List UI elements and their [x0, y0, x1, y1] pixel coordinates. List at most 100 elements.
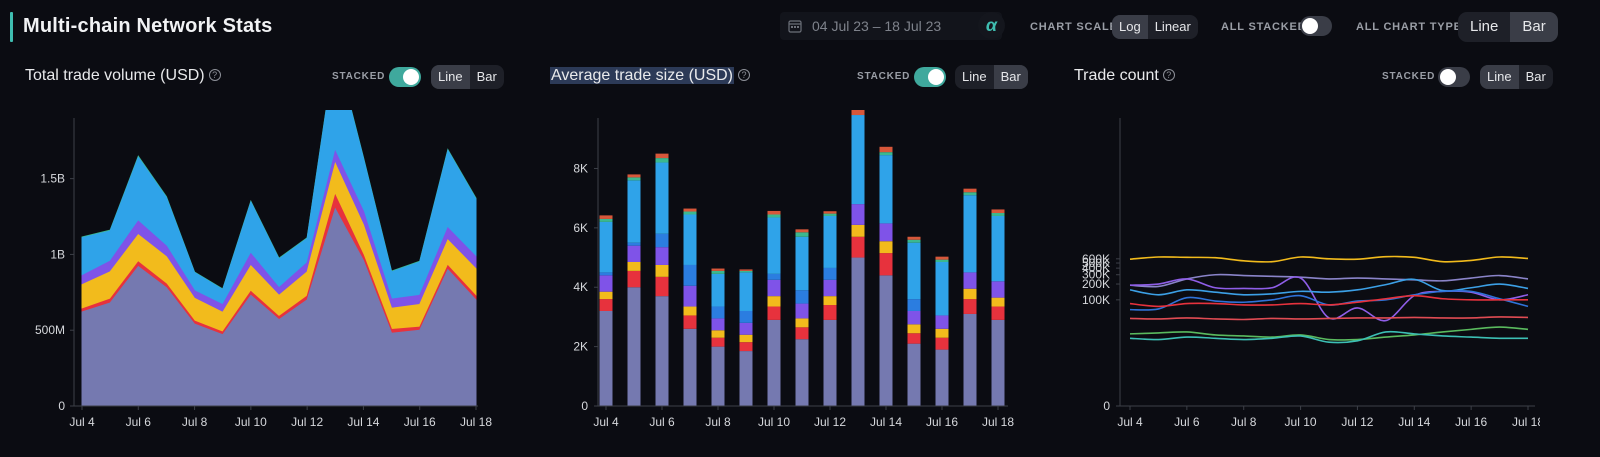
bar-segment[interactable]	[991, 215, 1005, 282]
line-series-0[interactable]	[1129, 255, 1529, 263]
bar-segment[interactable]	[627, 270, 641, 288]
bar-segment[interactable]	[851, 224, 865, 237]
bar-segment[interactable]	[823, 305, 837, 320]
bar-segment[interactable]	[739, 310, 753, 323]
bar-segment[interactable]	[795, 290, 809, 304]
bar-segment[interactable]	[963, 272, 977, 289]
bar-segment[interactable]	[851, 257, 865, 406]
bar-segment[interactable]	[935, 315, 949, 329]
bar-segment[interactable]	[683, 328, 697, 406]
bar-segment[interactable]	[991, 297, 1005, 307]
type-line-option[interactable]: Line	[1480, 65, 1519, 89]
bar-segment[interactable]	[767, 319, 781, 406]
bar-segment[interactable]	[655, 153, 669, 159]
help-icon[interactable]: ?	[738, 69, 750, 81]
bar-segment[interactable]	[907, 239, 921, 243]
alpha-button[interactable]: α	[978, 12, 1005, 39]
bar-segment[interactable]	[599, 215, 613, 219]
stacked-switch-trade-count[interactable]	[1438, 67, 1470, 87]
bar-segment[interactable]	[739, 269, 753, 271]
bar-segment[interactable]	[823, 319, 837, 406]
bar-segment[interactable]	[907, 299, 921, 311]
bar-segment[interactable]	[823, 267, 837, 280]
bar-segment[interactable]	[627, 262, 641, 271]
stacked-switch-avg-size[interactable]	[914, 67, 946, 87]
bar-segment[interactable]	[627, 177, 641, 181]
bar-segment[interactable]	[879, 241, 893, 254]
all-type-line-option[interactable]: Line	[1470, 18, 1499, 35]
line-series-3[interactable]	[1129, 278, 1529, 296]
chart-type-toggle-avg-size[interactable]: Line Bar	[955, 65, 1028, 89]
bar-segment[interactable]	[683, 285, 697, 307]
bar-segment[interactable]	[795, 327, 809, 340]
bar-segment[interactable]	[627, 287, 641, 406]
bar-segment[interactable]	[683, 315, 697, 329]
bar-segment[interactable]	[627, 174, 641, 178]
bar-segment[interactable]	[935, 337, 949, 350]
bar-segment[interactable]	[711, 268, 725, 271]
bar-segment[interactable]	[795, 318, 809, 328]
bar-segment[interactable]	[683, 214, 697, 265]
bar-segment[interactable]	[851, 204, 865, 225]
bar-segment[interactable]	[795, 303, 809, 319]
bar-segment[interactable]	[711, 270, 725, 274]
bar-segment[interactable]	[767, 279, 781, 297]
bar-segment[interactable]	[963, 192, 977, 196]
bar-segment[interactable]	[907, 310, 921, 325]
bar-segment[interactable]	[823, 211, 837, 214]
bar-segment[interactable]	[963, 313, 977, 406]
bar-segment[interactable]	[879, 152, 893, 156]
bar-segment[interactable]	[767, 214, 781, 218]
bar-segment[interactable]	[711, 337, 725, 347]
bar-segment[interactable]	[627, 180, 641, 243]
bar-segment[interactable]	[823, 279, 837, 297]
bar-segment[interactable]	[627, 242, 641, 246]
bar-segment[interactable]	[907, 343, 921, 406]
bar-segment[interactable]	[935, 262, 949, 316]
bar-segment[interactable]	[795, 232, 809, 237]
bar-segment[interactable]	[711, 346, 725, 406]
bar-segment[interactable]	[683, 211, 697, 215]
bar-segment[interactable]	[879, 253, 893, 276]
bar-segment[interactable]	[739, 322, 753, 335]
bar-segment[interactable]	[711, 273, 725, 307]
bar-segment[interactable]	[599, 272, 613, 276]
bar-segment[interactable]	[851, 110, 865, 116]
bar-segment[interactable]	[907, 333, 921, 344]
bar-segment[interactable]	[655, 247, 669, 265]
bar-segment[interactable]	[655, 276, 669, 297]
bar-segment[interactable]	[655, 158, 669, 163]
bar-segment[interactable]	[599, 218, 613, 222]
bar-segment[interactable]	[991, 306, 1005, 320]
all-stacked-switch[interactable]	[1300, 16, 1332, 36]
bar-segment[interactable]	[711, 306, 725, 319]
chart-type-toggle-volume[interactable]: Line Bar	[431, 65, 504, 89]
bar-segment[interactable]	[963, 195, 977, 273]
bar-segment[interactable]	[767, 306, 781, 320]
type-bar-option[interactable]: Bar	[993, 65, 1028, 89]
bar-segment[interactable]	[683, 208, 697, 212]
bar-segment[interactable]	[851, 115, 865, 205]
bar-segment[interactable]	[963, 188, 977, 193]
chart-type-toggle-trade-count[interactable]: Line Bar	[1480, 65, 1553, 89]
bar-segment[interactable]	[767, 217, 781, 274]
bar-segment[interactable]	[795, 229, 809, 233]
bar-segment[interactable]	[767, 273, 781, 280]
bar-segment[interactable]	[907, 242, 921, 300]
all-chart-types-toggle[interactable]: Line Bar	[1458, 12, 1558, 42]
bar-segment[interactable]	[655, 233, 669, 248]
bar-segment[interactable]	[851, 236, 865, 258]
bar-segment[interactable]	[739, 342, 753, 352]
bar-segment[interactable]	[599, 221, 613, 273]
help-icon[interactable]: ?	[208, 69, 221, 81]
bar-segment[interactable]	[655, 296, 669, 406]
bar-segment[interactable]	[655, 264, 669, 277]
line-series-6[interactable]	[1129, 316, 1529, 321]
bar-segment[interactable]	[711, 330, 725, 338]
stacked-switch-volume[interactable]	[389, 67, 421, 87]
type-bar-option[interactable]: Bar	[476, 69, 497, 84]
bar-segment[interactable]	[739, 334, 753, 343]
scale-linear-option[interactable]: Linear	[1154, 19, 1191, 34]
bar-segment[interactable]	[655, 162, 669, 234]
bar-segment[interactable]	[823, 296, 837, 306]
